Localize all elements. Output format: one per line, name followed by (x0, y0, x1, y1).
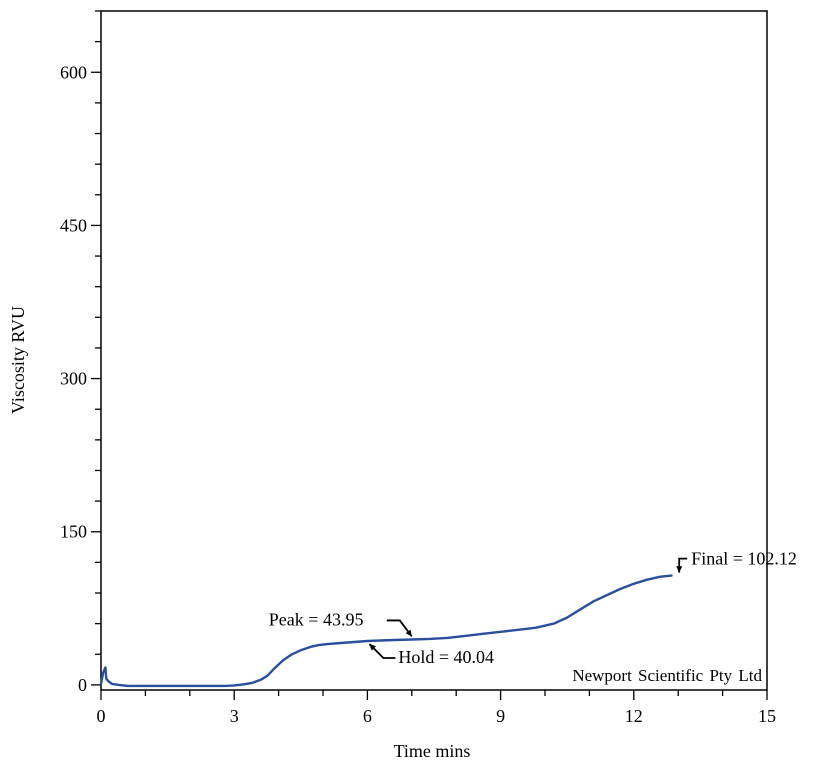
y-tick-label: 300 (60, 369, 87, 389)
x-tick-label: 3 (230, 706, 239, 726)
y-tick-label: 150 (60, 522, 87, 542)
x-tick-label: 0 (97, 706, 106, 726)
annotation-leader (368, 643, 396, 659)
annotation-leader (386, 619, 413, 637)
annotation-layer: Peak = 43.95 Hold = 40.04 Final = 102.12 (269, 549, 797, 667)
x-axis-ticks: 0 3 6 9 12 15 (97, 690, 776, 726)
x-tick-label: 15 (758, 706, 776, 726)
x-axis-title: Time mins (394, 741, 471, 761)
final-annotation-label: Final = 102.12 (691, 549, 797, 569)
y-axis-ticks: 0 150 300 450 600 (60, 10, 101, 695)
x-tick-label: 9 (496, 706, 505, 726)
hold-annotation-label: Hold = 40.04 (398, 647, 494, 667)
x-tick-label: 12 (625, 706, 643, 726)
x-tick-label: 6 (363, 706, 372, 726)
viscosity-series-line (99, 574, 673, 688)
annotation-arrowhead (369, 643, 376, 651)
y-tick-label: 0 (78, 675, 87, 695)
y-axis-title: Viscosity RVU (8, 306, 28, 414)
annotation-arrowhead (676, 566, 683, 573)
annotation-arrowhead (405, 629, 412, 637)
plot-frame (100, 10, 768, 691)
y-tick-label: 450 (60, 215, 87, 235)
peak-annotation-label: Peak = 43.95 (269, 609, 364, 629)
y-tick-label: 600 (60, 62, 87, 82)
watermark-text: Newport Scientific Pty Ltd (572, 666, 762, 685)
series-layer (99, 574, 673, 688)
annotation-leader (678, 557, 688, 573)
